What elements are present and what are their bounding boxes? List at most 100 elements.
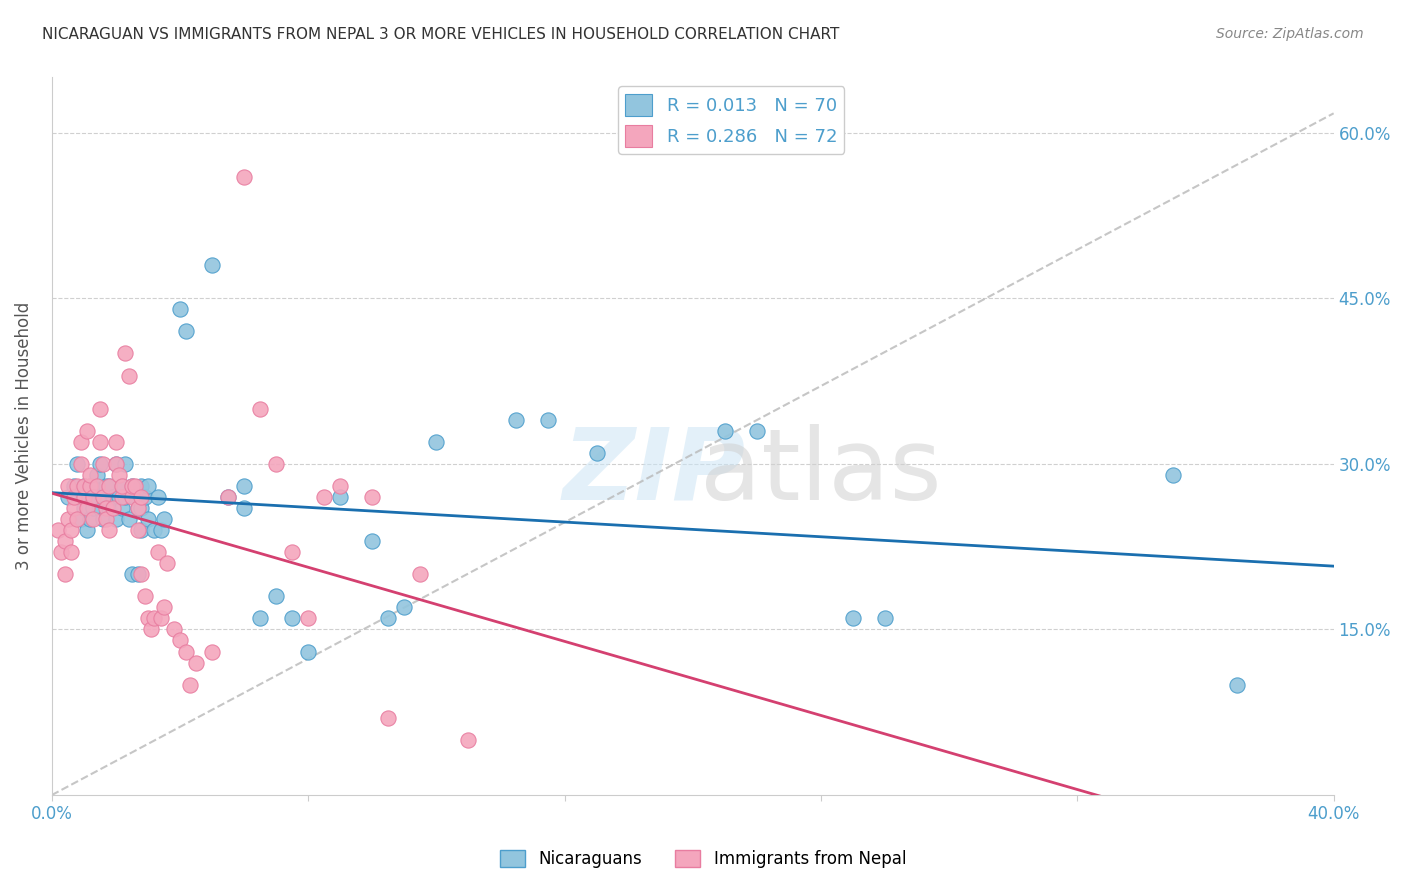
Point	[89, 401, 111, 416]
Point	[153, 600, 176, 615]
Point	[63, 501, 86, 516]
Point	[66, 512, 89, 526]
Point	[114, 490, 136, 504]
Point	[73, 501, 96, 516]
Point	[76, 501, 98, 516]
Point	[66, 479, 89, 493]
Point	[91, 512, 114, 526]
Point	[377, 711, 399, 725]
Point	[96, 501, 118, 516]
Point	[111, 501, 134, 516]
Legend: R = 0.013   N = 70, R = 0.286   N = 72: R = 0.013 N = 70, R = 0.286 N = 72	[617, 87, 845, 154]
Point	[82, 490, 104, 504]
Point	[146, 545, 169, 559]
Point	[176, 644, 198, 658]
Point	[457, 732, 479, 747]
Point	[131, 567, 153, 582]
Point	[79, 467, 101, 482]
Point	[1226, 678, 1249, 692]
Point	[842, 611, 865, 625]
Point	[169, 633, 191, 648]
Point	[86, 490, 108, 504]
Point	[121, 490, 143, 504]
Point	[76, 490, 98, 504]
Point	[162, 623, 184, 637]
Point	[146, 490, 169, 504]
Legend: Nicaraguans, Immigrants from Nepal: Nicaraguans, Immigrants from Nepal	[494, 843, 912, 875]
Point	[96, 490, 118, 504]
Point	[98, 479, 121, 493]
Point	[136, 512, 159, 526]
Point	[149, 611, 172, 625]
Point	[98, 523, 121, 537]
Point	[111, 490, 134, 504]
Point	[82, 479, 104, 493]
Point	[124, 479, 146, 493]
Point	[127, 501, 149, 516]
Point	[179, 678, 201, 692]
Point	[217, 490, 239, 504]
Point	[82, 501, 104, 516]
Point	[124, 490, 146, 504]
Point	[51, 545, 73, 559]
Point	[69, 457, 91, 471]
Point	[297, 611, 319, 625]
Point	[176, 324, 198, 338]
Point	[713, 424, 735, 438]
Point	[104, 434, 127, 449]
Point	[127, 501, 149, 516]
Point	[98, 501, 121, 516]
Point	[91, 490, 114, 504]
Point	[121, 479, 143, 493]
Point	[131, 501, 153, 516]
Point	[69, 434, 91, 449]
Point	[394, 600, 416, 615]
Point	[56, 479, 79, 493]
Point	[53, 534, 76, 549]
Point	[329, 479, 352, 493]
Point	[104, 512, 127, 526]
Text: ZIP: ZIP	[562, 424, 745, 521]
Point	[169, 302, 191, 317]
Point	[329, 490, 352, 504]
Point	[184, 656, 207, 670]
Point	[121, 479, 143, 493]
Point	[201, 258, 224, 272]
Point	[76, 523, 98, 537]
Point	[89, 457, 111, 471]
Point	[153, 512, 176, 526]
Point	[139, 623, 162, 637]
Point	[134, 590, 156, 604]
Point	[136, 479, 159, 493]
Point	[409, 567, 432, 582]
Point	[131, 490, 153, 504]
Point	[118, 512, 141, 526]
Point	[56, 490, 79, 504]
Point	[73, 479, 96, 493]
Point	[249, 611, 271, 625]
Point	[361, 490, 384, 504]
Point	[131, 523, 153, 537]
Point	[143, 611, 166, 625]
Point	[89, 501, 111, 516]
Point	[82, 512, 104, 526]
Point	[111, 479, 134, 493]
Point	[98, 479, 121, 493]
Point	[505, 413, 527, 427]
Point	[425, 434, 447, 449]
Point	[121, 567, 143, 582]
Point	[86, 467, 108, 482]
Point	[79, 512, 101, 526]
Point	[127, 523, 149, 537]
Point	[104, 457, 127, 471]
Point	[86, 479, 108, 493]
Point	[111, 479, 134, 493]
Point	[101, 490, 124, 504]
Point	[89, 434, 111, 449]
Point	[114, 457, 136, 471]
Point	[143, 523, 166, 537]
Point	[96, 479, 118, 493]
Point	[56, 512, 79, 526]
Text: Source: ZipAtlas.com: Source: ZipAtlas.com	[1216, 27, 1364, 41]
Point	[104, 457, 127, 471]
